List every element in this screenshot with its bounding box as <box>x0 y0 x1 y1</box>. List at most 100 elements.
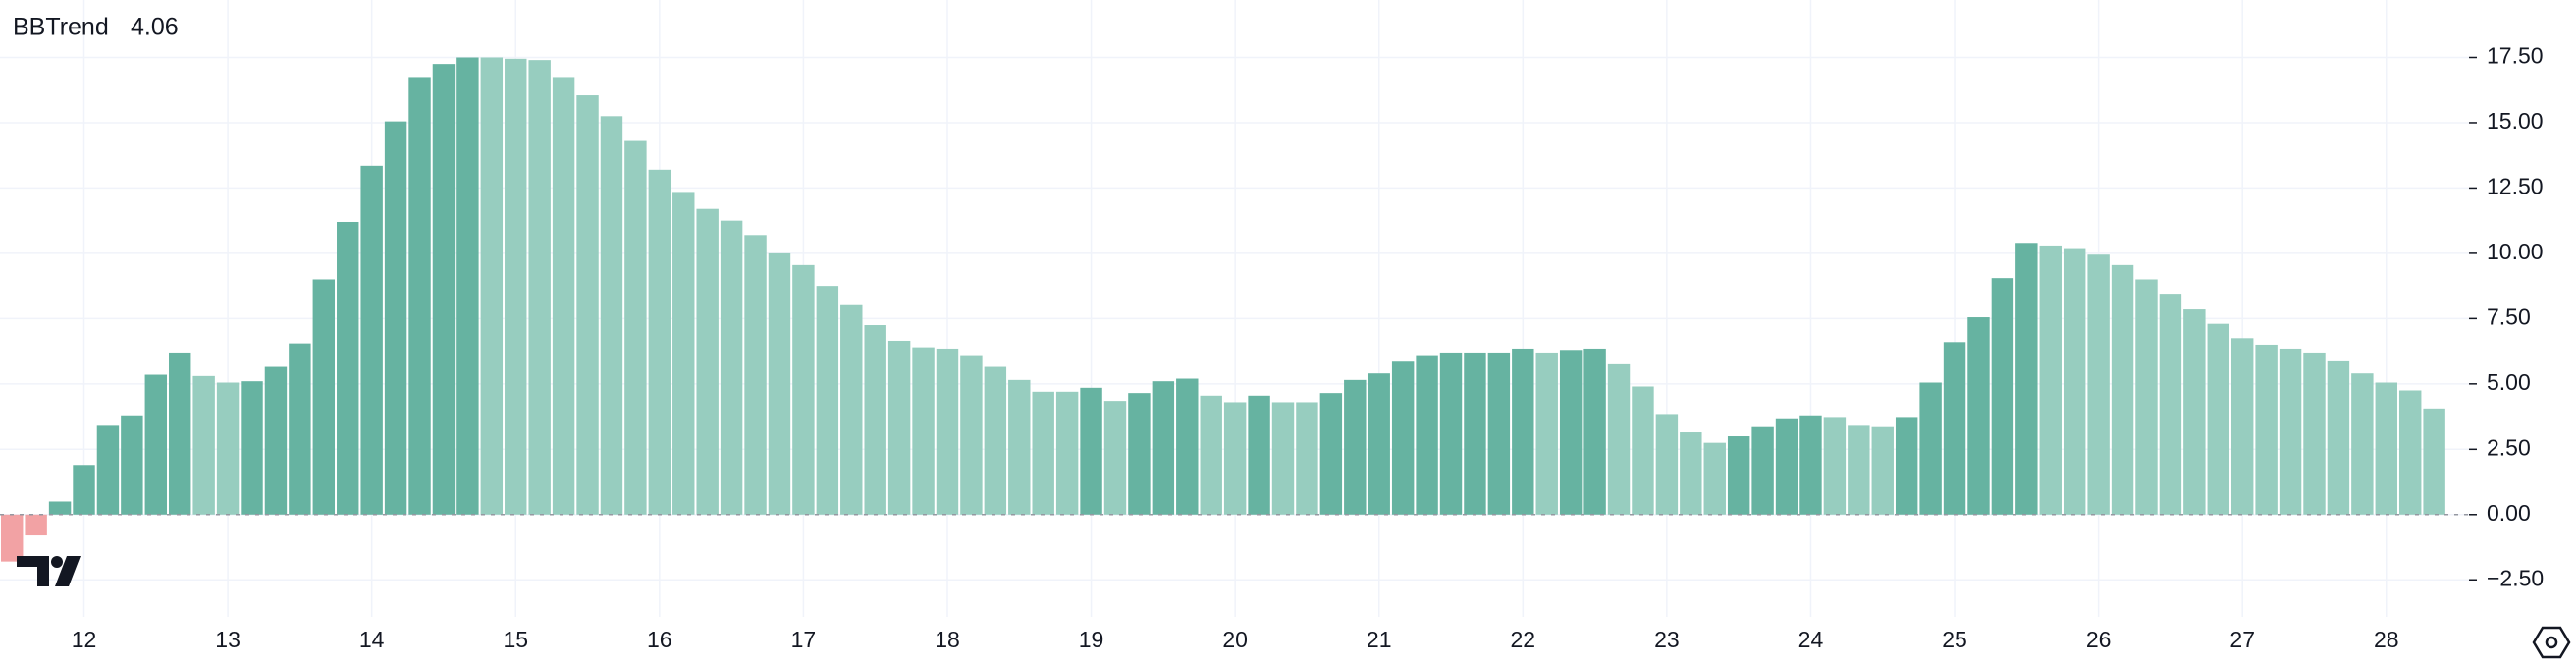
bar <box>864 325 886 515</box>
logo-v <box>55 556 80 586</box>
bar <box>2159 294 2182 515</box>
x-tick-label: 17 <box>791 627 817 652</box>
bar <box>1368 373 1390 515</box>
bar <box>1848 425 1870 515</box>
bar <box>1967 317 1990 515</box>
bar <box>1103 401 1127 515</box>
bar <box>2015 243 2038 515</box>
y-tick-label: 12.50 <box>2487 174 2544 199</box>
bar <box>289 343 311 515</box>
bar <box>1751 426 1774 515</box>
x-tick-label: 22 <box>1511 627 1536 652</box>
bar <box>528 60 551 515</box>
bar <box>1799 415 1822 515</box>
logo-dot <box>51 556 63 568</box>
bar <box>1008 379 1031 515</box>
bar <box>1271 402 1295 515</box>
legend-value: 4.06 <box>131 14 179 41</box>
bar <box>1416 355 1438 515</box>
bar <box>1991 278 2014 515</box>
bar <box>744 235 767 515</box>
bar <box>1344 379 1367 515</box>
bar <box>1655 414 1679 515</box>
bar <box>192 375 215 515</box>
y-tick-label: 5.00 <box>2487 369 2531 395</box>
bar <box>816 286 839 515</box>
bar <box>720 220 743 515</box>
bar <box>768 252 791 515</box>
bar <box>2399 390 2422 515</box>
y-tick-label: 17.50 <box>2487 43 2544 69</box>
bar <box>1319 393 1343 515</box>
bar <box>1032 391 1054 515</box>
bar <box>1535 352 1558 515</box>
bar <box>960 355 983 515</box>
bar <box>25 514 47 536</box>
bar <box>432 64 456 515</box>
bar <box>241 381 263 515</box>
settings-icon[interactable] <box>2532 626 2571 659</box>
bar <box>2375 382 2397 515</box>
y-tick-label: 2.50 <box>2487 434 2531 460</box>
bar <box>2351 373 2374 515</box>
bar <box>1919 382 1942 515</box>
bar <box>2039 245 2062 515</box>
bar <box>936 348 959 515</box>
x-tick-label: 21 <box>1367 627 1392 652</box>
bar <box>337 221 359 515</box>
x-tick-label: 28 <box>2374 627 2399 652</box>
y-tick-label: −2.50 <box>2487 565 2544 590</box>
x-tick-label: 19 <box>1079 627 1104 652</box>
y-tick-label: 10.00 <box>2487 239 2544 264</box>
bar <box>73 465 95 515</box>
bar <box>2207 323 2229 515</box>
bar <box>1632 386 1654 515</box>
bar <box>1487 352 1511 515</box>
bar <box>2303 352 2326 515</box>
bar <box>360 165 383 515</box>
bar <box>1200 395 1222 515</box>
bar <box>1128 393 1151 515</box>
logo-t <box>17 556 49 586</box>
bar <box>2063 248 2086 515</box>
bar <box>1775 418 1798 515</box>
bar <box>2423 408 2445 515</box>
bar <box>887 340 911 515</box>
bar <box>1607 363 1631 515</box>
bar <box>1871 426 1894 515</box>
settings-hex <box>2532 626 2571 659</box>
bar <box>1727 436 1750 515</box>
bar <box>456 57 479 515</box>
bar <box>2111 264 2134 515</box>
bar <box>1248 395 1270 515</box>
y-tick-label: 0.00 <box>2487 500 2531 526</box>
bar <box>264 366 288 515</box>
x-tick-label: 16 <box>647 627 672 652</box>
bar <box>1176 378 1199 515</box>
x-tick-label: 13 <box>215 627 241 652</box>
legend-name: BBTrend <box>13 14 109 41</box>
bar <box>48 501 72 515</box>
bar <box>1296 402 1318 515</box>
x-tick-label: 12 <box>72 627 97 652</box>
bar <box>1080 387 1102 515</box>
bar <box>1583 348 1606 515</box>
x-tick-label: 27 <box>2229 627 2255 652</box>
x-tick-label: 23 <box>1654 627 1680 652</box>
bar <box>648 169 671 515</box>
bar <box>624 140 647 515</box>
y-tick-label: 15.00 <box>2487 108 2544 134</box>
bar <box>2230 338 2254 515</box>
bar <box>144 374 168 515</box>
bar <box>2135 279 2158 515</box>
x-tick-label: 18 <box>935 627 960 652</box>
labels: 12 13 14 15 16 17 18 19 20 21 22 23 24 25 26 27 28 −2.50 0… <box>72 43 2544 653</box>
bar <box>2327 360 2350 515</box>
bar <box>576 95 599 515</box>
x-tick-label: 15 <box>503 627 528 652</box>
settings-dot <box>2545 636 2558 649</box>
bar <box>96 425 120 515</box>
bar <box>1055 391 1079 515</box>
